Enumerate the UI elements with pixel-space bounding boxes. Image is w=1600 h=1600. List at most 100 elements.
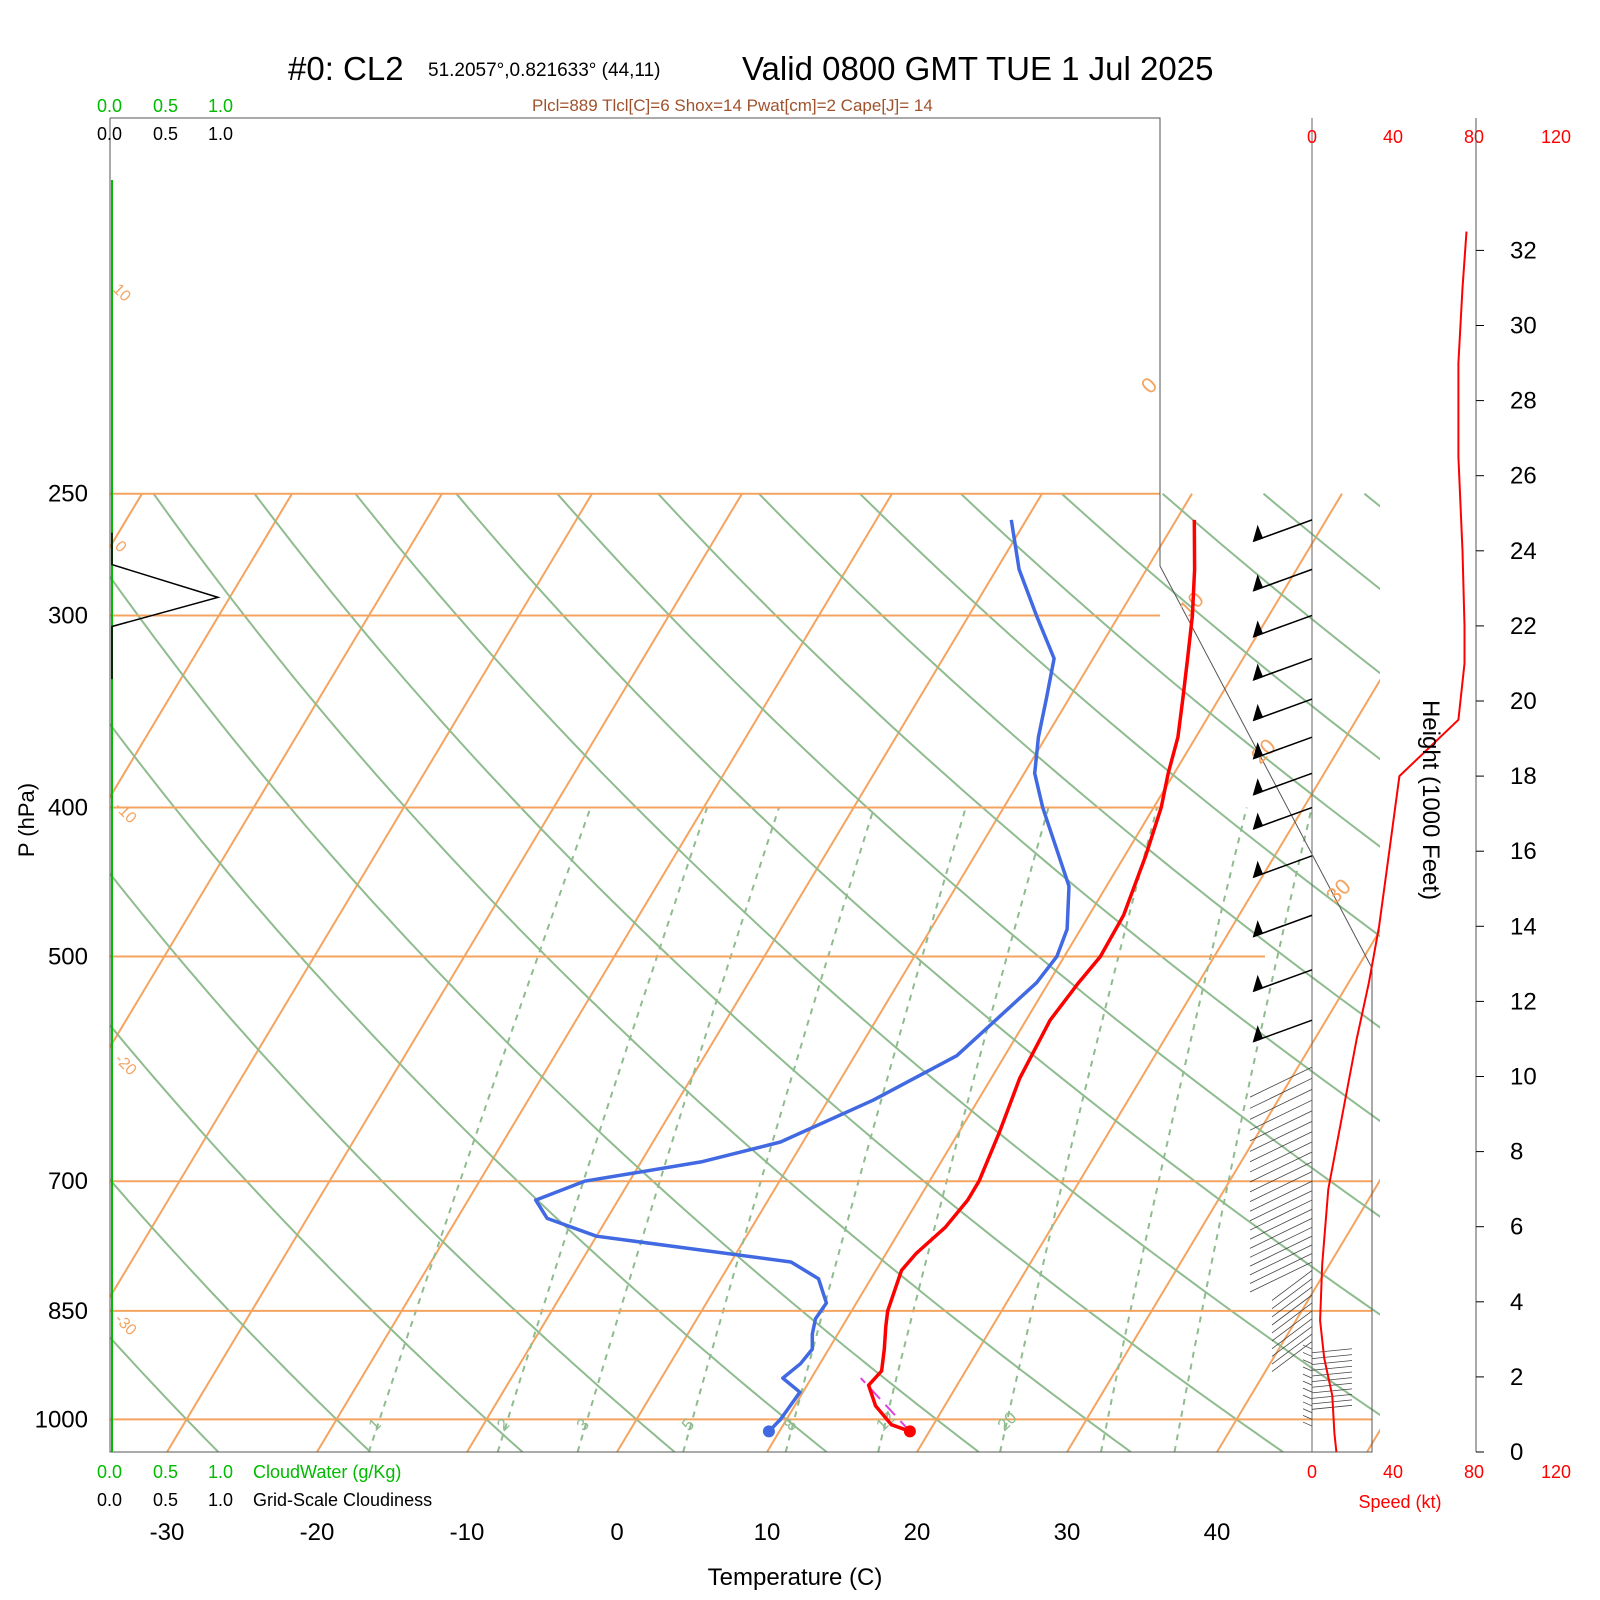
cloudiness-ticks-top: 0.0 0.5 1.0 bbox=[97, 124, 233, 144]
wind-barb-flag bbox=[1252, 742, 1264, 760]
dry-adiabat-lines bbox=[110, 492, 1600, 1452]
speed-tick: 0 bbox=[1307, 1462, 1317, 1482]
low-level-wind-barbs bbox=[1249, 1066, 1353, 1427]
mixing-ratio-label: 5 bbox=[678, 1415, 698, 1435]
isotherm-line bbox=[110, 493, 293, 799]
dry-adiabat-line bbox=[110, 722, 828, 1452]
low-level-barb bbox=[1302, 1344, 1313, 1350]
low-level-barb bbox=[1311, 1365, 1353, 1371]
low-level-barb bbox=[1249, 1190, 1313, 1222]
isotherm-line bbox=[466, 493, 1043, 1452]
dry-adiabat-line bbox=[1566, 494, 1600, 1452]
temperature-tick: 30 bbox=[1054, 1519, 1081, 1546]
wind-barb bbox=[1252, 698, 1313, 722]
isotherm-line bbox=[1366, 1428, 1380, 1452]
height-tick: 14 bbox=[1510, 913, 1537, 940]
wind-barb bbox=[1252, 806, 1313, 830]
cloudiness-tick: 1.0 bbox=[208, 124, 233, 144]
mixing-ratio-label: 2 bbox=[493, 1415, 513, 1435]
temperature-tick: 10 bbox=[754, 1519, 781, 1546]
wind-barb-flag bbox=[1252, 860, 1264, 879]
dry-adiabat-line bbox=[1363, 492, 1380, 508]
mixing-ratio-line bbox=[496, 807, 709, 1452]
wind-barb bbox=[1252, 568, 1313, 592]
mixing-ratio-line bbox=[784, 807, 967, 1452]
height-tick: 26 bbox=[1510, 463, 1537, 490]
isotherm-line bbox=[766, 493, 1343, 1452]
low-level-barb bbox=[1302, 1394, 1313, 1400]
dry-adiabat-line bbox=[758, 493, 1380, 1029]
cloudwater-tick: 0.5 bbox=[153, 1462, 178, 1482]
wind-barb-feather bbox=[1266, 979, 1284, 987]
cloudiness-tick: 0.5 bbox=[153, 124, 178, 144]
dry-adiabat-line bbox=[110, 1178, 372, 1452]
cloudiness-profile bbox=[111, 532, 221, 680]
isobar-lines bbox=[110, 492, 1372, 1421]
low-level-barb bbox=[1249, 1066, 1313, 1098]
cloudiness-label: Grid-Scale Cloudiness bbox=[253, 1490, 432, 1510]
wind-barb bbox=[1252, 657, 1313, 681]
speed-tick: 120 bbox=[1541, 1462, 1571, 1482]
isotherm-line bbox=[110, 493, 593, 1299]
low-level-barb bbox=[1249, 1244, 1313, 1276]
low-level-barb bbox=[1302, 1359, 1313, 1365]
height-tick: 8 bbox=[1510, 1139, 1523, 1166]
height-axis-label: Height (1000 Feet) bbox=[1417, 700, 1444, 900]
isotherm-line bbox=[916, 678, 1380, 1452]
speed-tick: 40 bbox=[1383, 127, 1403, 147]
cloudwater-tick: 1.0 bbox=[208, 96, 233, 116]
mixing-ratio-line bbox=[682, 807, 875, 1452]
dry-adiabat-line bbox=[657, 493, 1380, 1123]
temperature-tick: -30 bbox=[150, 1519, 185, 1546]
wind-barb-feather bbox=[1266, 529, 1284, 537]
height-tick: 6 bbox=[1510, 1214, 1523, 1241]
pressure-tick: 500 bbox=[48, 944, 88, 971]
low-level-barb bbox=[1249, 1226, 1313, 1258]
wind-barb-flag bbox=[1252, 812, 1264, 830]
height-tick: 20 bbox=[1510, 688, 1537, 715]
pressure-tick: 850 bbox=[48, 1298, 88, 1325]
wind-barb-flag bbox=[1252, 663, 1264, 681]
low-level-barb bbox=[1249, 1208, 1313, 1240]
height-tick: 16 bbox=[1510, 838, 1537, 865]
dry-adiabat-line bbox=[455, 493, 1380, 1316]
pressure-axis-ticks: 250 300 400 500 700 850 1000 bbox=[35, 481, 88, 1434]
wind-barb-flag bbox=[1252, 574, 1264, 592]
isotherm-label: -10 bbox=[111, 799, 139, 827]
wind-barb-feather bbox=[1266, 925, 1284, 933]
wind-barb-flag bbox=[1252, 1025, 1264, 1043]
isotherm-line bbox=[316, 493, 893, 1452]
height-tick: 18 bbox=[1510, 763, 1537, 790]
pressure-tick: 250 bbox=[48, 481, 88, 508]
low-level-barb bbox=[1249, 1077, 1313, 1109]
isotherm-label: 30 bbox=[1321, 874, 1356, 909]
low-level-barb bbox=[1311, 1377, 1353, 1383]
wind-barb-feather bbox=[1266, 747, 1284, 755]
low-level-barb bbox=[1271, 1278, 1313, 1310]
wind-barb bbox=[1252, 914, 1313, 938]
speed-tick: 80 bbox=[1464, 1462, 1484, 1482]
isotherm-line bbox=[166, 493, 743, 1452]
low-level-barb bbox=[1249, 1253, 1313, 1284]
low-level-barb bbox=[1311, 1348, 1353, 1354]
surface-dewpoint-point bbox=[762, 1425, 775, 1438]
pressure-tick: 700 bbox=[48, 1168, 88, 1195]
temperature-tick: 20 bbox=[904, 1519, 931, 1546]
dry-adiabat-line bbox=[960, 492, 1380, 848]
surface-temperature-point bbox=[903, 1425, 916, 1438]
height-tick: 22 bbox=[1510, 613, 1537, 640]
wind-barb bbox=[1252, 736, 1313, 760]
temperature-profile bbox=[866, 519, 1197, 1433]
low-level-barb bbox=[1271, 1302, 1313, 1334]
wind-barb-feather bbox=[1266, 579, 1284, 587]
speed-tick: 0 bbox=[1307, 127, 1317, 147]
low-level-barb bbox=[1249, 1121, 1313, 1152]
dry-adiabat-line bbox=[110, 872, 676, 1452]
temperature-axis-ticks: -30 -20 -10 0 10 20 30 40 bbox=[150, 1519, 1231, 1546]
temperature-axis-label: Temperature (C) bbox=[708, 1564, 883, 1591]
wind-barb-flag bbox=[1252, 974, 1264, 993]
low-level-barb bbox=[1311, 1371, 1353, 1377]
speed-ticks-top: 0 40 80 120 bbox=[1307, 127, 1571, 147]
low-level-barb bbox=[1249, 1180, 1313, 1212]
low-level-barb bbox=[1271, 1326, 1313, 1357]
